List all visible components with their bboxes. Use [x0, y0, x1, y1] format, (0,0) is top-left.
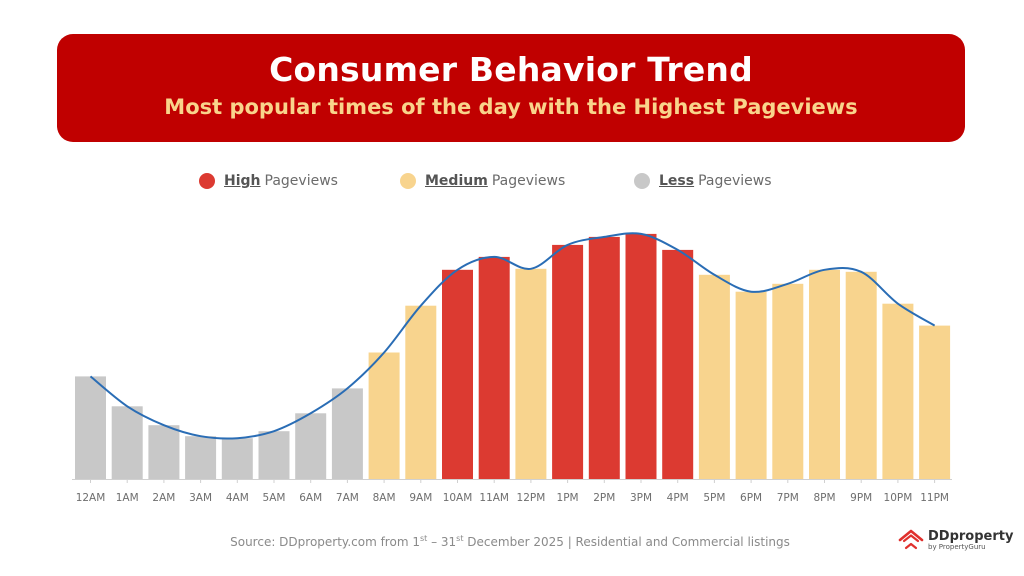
bar-7am [331, 388, 363, 479]
legend-key-medium: Medium [425, 173, 488, 189]
bar-3pm [625, 233, 657, 479]
x-tick-label: 5AM [263, 492, 286, 504]
bar-11am [478, 256, 510, 479]
x-tick-label: 11AM [479, 492, 509, 504]
bar-6am [295, 413, 327, 479]
bar-8am [368, 352, 400, 479]
bar-9am [405, 305, 437, 479]
x-tick-label: 4AM [226, 492, 249, 504]
x-tick-label: 6AM [299, 492, 322, 504]
legend-item-medium: Medium Pageviews [400, 171, 565, 191]
bar-5am [258, 431, 290, 479]
house-logo-icon [898, 529, 924, 550]
logo-name: DDproperty [928, 528, 1014, 544]
bar-3am [185, 436, 217, 479]
source-sup-first: st [419, 534, 428, 543]
legend-suffix-less: Pageviews [698, 173, 772, 189]
bar-2am [148, 425, 180, 479]
x-tick-label: 2AM [152, 492, 175, 504]
x-tick-label: 12PM [517, 492, 546, 504]
x-tick-label: 10PM [884, 492, 913, 504]
legend-dot-high [199, 173, 215, 189]
legend-key-high: High [224, 173, 261, 189]
legend-dot-medium [400, 173, 416, 189]
ddproperty-logo: DDproperty by PropertyGuru [898, 528, 1013, 552]
chart-subtitle: Most popular times of the day with the H… [164, 95, 858, 119]
x-tick-label: 11PM [920, 492, 949, 504]
logo-tagline: by PropertyGuru [928, 542, 986, 551]
source-text-end: December 2025 | Residential and Commerci… [463, 535, 790, 549]
bar-12pm [515, 268, 547, 479]
x-tick-label: 9AM [409, 492, 432, 504]
bar-10pm [882, 303, 914, 479]
x-tick-label: 2PM [593, 492, 615, 504]
bar-7pm [772, 283, 804, 479]
x-tick-label: 9PM [850, 492, 872, 504]
title-banner: Consumer Behavior Trend Most popular tim… [57, 34, 965, 142]
x-tick-label: 5PM [703, 492, 725, 504]
bar-1pm [552, 244, 584, 479]
x-tick-label: 7AM [336, 492, 359, 504]
bar-4pm [662, 249, 694, 479]
bar-8pm [809, 269, 840, 479]
legend-item-less: Less Pageviews [634, 171, 772, 191]
x-tick-label: 3AM [189, 492, 212, 504]
legend-suffix-high: Pageviews [264, 173, 338, 189]
x-tick-label: 4PM [667, 492, 689, 504]
x-tick-label: 8PM [813, 492, 835, 504]
source-text-start: Source: DDproperty.com from 1 [230, 535, 420, 549]
x-tick-label: 12AM [76, 492, 106, 504]
bar-10am [442, 269, 473, 479]
x-tick-label: 6PM [740, 492, 762, 504]
bar-2pm [588, 236, 620, 479]
source-sup-second: st [456, 534, 464, 543]
x-tick-label: 3PM [630, 492, 652, 504]
bar-5pm [698, 274, 730, 479]
legend-item-high: High Pageviews [199, 171, 338, 191]
x-tick-label: 1PM [557, 492, 579, 504]
chart-title: Consumer Behavior Trend [269, 50, 753, 89]
bar-11pm [919, 325, 951, 479]
x-tick-label: 10AM [443, 492, 473, 504]
x-tick-label: 8AM [373, 492, 396, 504]
legend-suffix-medium: Pageviews [491, 173, 566, 189]
bar-12am [75, 376, 106, 479]
bar-6pm [735, 291, 767, 479]
bar-4am [221, 438, 253, 479]
bar-1am [111, 406, 143, 479]
source-note: Source: DDproperty.com from 1st – 31st D… [140, 534, 880, 549]
source-text-mid: – 31 [427, 535, 457, 549]
x-tick-label: 1AM [116, 492, 139, 504]
legend-dot-less [634, 173, 650, 189]
trend-line [89, 232, 936, 440]
bar-9pm [845, 271, 877, 479]
legend-key-less: Less [659, 173, 695, 189]
x-tick-label: 7PM [777, 492, 799, 504]
